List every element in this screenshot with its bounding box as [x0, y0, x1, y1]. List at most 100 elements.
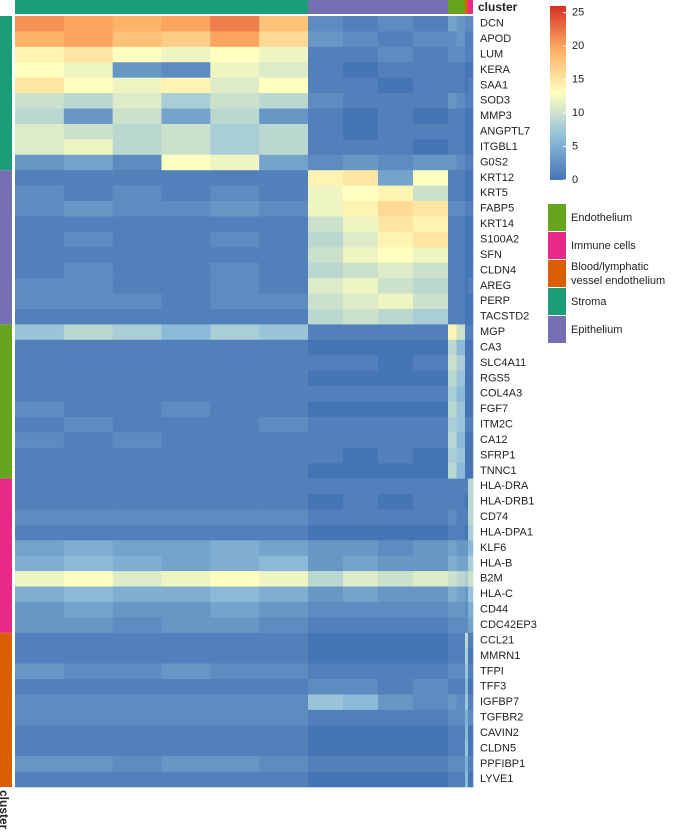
- heatmap-cell: [15, 324, 65, 341]
- heatmap-cell: [161, 339, 211, 356]
- heatmap-cell: [468, 108, 474, 125]
- heatmap-cell: [63, 139, 113, 156]
- heatmap-cell: [15, 231, 65, 248]
- heatmap-cell: [161, 617, 211, 634]
- heatmap-cell: [161, 324, 211, 341]
- heatmap-cell: [63, 679, 113, 695]
- heatmap-cell: [343, 324, 379, 341]
- heatmap-cell: [112, 46, 162, 63]
- heatmap-cell: [112, 62, 162, 78]
- heatmap-cell: [468, 509, 474, 526]
- legend-item: Immune cells: [548, 232, 683, 259]
- heatmap-cell: [112, 432, 162, 449]
- heatmap-cell: [378, 185, 414, 202]
- heatmap-cell: [468, 386, 474, 402]
- heatmap-cell: [210, 447, 260, 464]
- heatmap-cell: [343, 416, 379, 433]
- heatmap-cell: [456, 324, 466, 341]
- heatmap-cell: [210, 108, 260, 125]
- heatmap-cell: [112, 694, 162, 711]
- heatmap-cell: [456, 540, 466, 556]
- heatmap-cell: [161, 247, 211, 264]
- heatmap-cell: [63, 586, 113, 603]
- heatmap-cell: [112, 16, 162, 32]
- heatmap-cell: [456, 478, 466, 495]
- heatmap-cell: [112, 447, 162, 464]
- heatmap-cell: [63, 494, 113, 510]
- heatmap-cell: [468, 370, 474, 387]
- heatmap-cell: [308, 478, 344, 495]
- heatmap-cell: [63, 339, 113, 356]
- heatmap-cell: [413, 524, 449, 541]
- heatmap-cell: [448, 771, 457, 788]
- heatmap-cell: [210, 201, 260, 217]
- heatmap-cell: [259, 740, 309, 757]
- heatmap-cell: [210, 571, 260, 587]
- heatmap-cell: [308, 617, 344, 634]
- gene-label: LYVE1: [480, 773, 513, 785]
- heatmap-cell: [448, 756, 457, 772]
- heatmap-cell: [112, 571, 162, 587]
- heatmap-cell: [468, 740, 474, 757]
- heatmap-cell: [465, 93, 469, 109]
- heatmap-cell: [456, 401, 466, 418]
- heatmap-cell: [63, 123, 113, 140]
- heatmap-cell: [112, 509, 162, 526]
- heatmap-cell: [465, 123, 469, 140]
- heatmap-cell: [259, 509, 309, 526]
- heatmap-cell: [456, 170, 466, 186]
- heatmap-cell: [413, 463, 449, 479]
- heatmap-cell: [378, 555, 414, 572]
- heatmap-cell: [343, 432, 379, 449]
- heatmap-cell: [308, 524, 344, 541]
- gene-label: APOD: [480, 33, 511, 45]
- heatmap-cell: [456, 725, 466, 742]
- heatmap-cell: [308, 293, 344, 310]
- heatmap-cell: [112, 93, 162, 109]
- gene-label: RGS5: [480, 372, 510, 384]
- heatmap-cell: [468, 278, 474, 294]
- heatmap-cell: [308, 416, 344, 433]
- heatmap-cell: [468, 339, 474, 356]
- heatmap-cell: [308, 571, 344, 587]
- heatmap-cell: [456, 370, 466, 387]
- heatmap-cell: [456, 308, 466, 325]
- heatmap-cell: [161, 201, 211, 217]
- heatmap-cell: [413, 478, 449, 495]
- heatmap-cell: [378, 355, 414, 371]
- heatmap-cell: [63, 648, 113, 664]
- column-annotation: [465, 0, 468, 14]
- heatmap-cell: [63, 77, 113, 94]
- heatmap-cell: [210, 617, 260, 634]
- heatmap-cell: [161, 601, 211, 618]
- heatmap-cell: [378, 231, 414, 248]
- gene-label: KRT14: [480, 218, 514, 230]
- heatmap-cell: [448, 62, 457, 78]
- heatmap-cell: [448, 632, 457, 649]
- heatmap-cell: [210, 339, 260, 356]
- heatmap-cell: [15, 756, 65, 772]
- heatmap-cell: [343, 771, 379, 788]
- heatmap-cell: [15, 478, 65, 495]
- heatmap-cell: [413, 771, 449, 788]
- heatmap-cell: [161, 494, 211, 510]
- heatmap-cell: [456, 386, 466, 402]
- heatmap-cell: [413, 432, 449, 449]
- heatmap-cell: [343, 339, 379, 356]
- heatmap-cell: [210, 370, 260, 387]
- heatmap-cell: [413, 648, 449, 664]
- heatmap-cell: [448, 355, 457, 371]
- gene-label: CCL21: [480, 634, 514, 646]
- heatmap-cell: [468, 154, 474, 171]
- gene-label: KRT12: [480, 172, 514, 184]
- heatmap-cell: [63, 216, 113, 233]
- heatmap-cell: [210, 586, 260, 603]
- heatmap-cell: [259, 679, 309, 695]
- heatmap-cell: [210, 478, 260, 495]
- heatmap-cell: [343, 108, 379, 125]
- legend-item: Epithelium: [548, 316, 683, 343]
- heatmap-cell: [210, 463, 260, 479]
- heatmap-cell: [343, 555, 379, 572]
- heatmap-cell: [63, 401, 113, 418]
- heatmap-cell: [259, 16, 309, 32]
